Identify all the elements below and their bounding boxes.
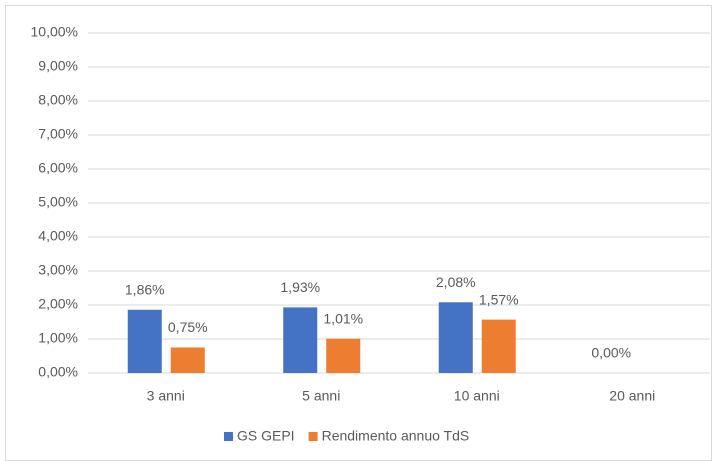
chart-border bbox=[5, 5, 712, 461]
legend-label: Rendimento annuo TdS bbox=[322, 428, 470, 444]
data-label: 1,01% bbox=[323, 310, 363, 326]
bar bbox=[481, 319, 516, 373]
x-tick-label: 10 anni bbox=[454, 388, 500, 404]
data-label: 0,75% bbox=[168, 319, 208, 335]
y-tick-label: 8,00% bbox=[38, 92, 78, 108]
data-label: 1,86% bbox=[125, 281, 165, 297]
y-tick-label: 6,00% bbox=[38, 160, 78, 176]
y-tick-label: 1,00% bbox=[38, 330, 78, 346]
bar bbox=[438, 302, 473, 373]
bar bbox=[170, 347, 205, 373]
bar bbox=[283, 307, 318, 373]
x-tick-label: 20 anni bbox=[609, 388, 655, 404]
y-tick-label: 10,00% bbox=[31, 24, 78, 40]
x-tick-label: 5 anni bbox=[302, 388, 340, 404]
legend-label: GS GEPI bbox=[237, 428, 295, 444]
bar bbox=[326, 338, 361, 373]
y-tick-label: 4,00% bbox=[38, 228, 78, 244]
x-tick-label: 3 anni bbox=[147, 388, 185, 404]
data-label: 1,57% bbox=[479, 291, 519, 307]
legend-swatch bbox=[224, 432, 233, 441]
data-label: 2,08% bbox=[436, 274, 476, 290]
y-tick-label: 7,00% bbox=[38, 126, 78, 142]
legend-swatch bbox=[308, 432, 318, 441]
y-tick-label: 2,00% bbox=[38, 296, 78, 312]
y-tick-label: 5,00% bbox=[38, 194, 78, 210]
y-tick-label: 0,00% bbox=[38, 364, 78, 380]
data-label: 0,00% bbox=[591, 345, 631, 361]
y-tick-label: 9,00% bbox=[38, 58, 78, 74]
bar bbox=[127, 309, 162, 373]
data-label: 1,93% bbox=[280, 279, 320, 295]
y-tick-label: 3,00% bbox=[38, 262, 78, 278]
